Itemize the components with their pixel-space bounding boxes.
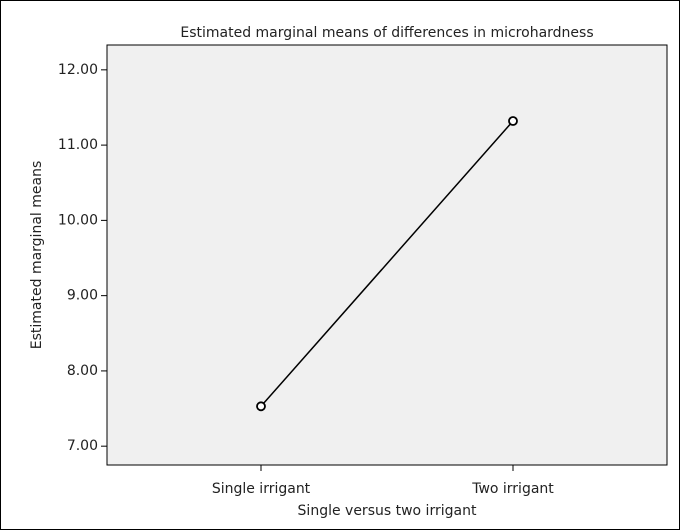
x-tick-label: Two irrigant <box>471 481 554 497</box>
x-axis-title: Single versus two irrigant <box>298 503 477 519</box>
y-tick-label: 11.00 <box>58 137 98 153</box>
y-tick-label: 8.00 <box>67 363 98 379</box>
line <box>260 120 514 407</box>
y-tick-label: 10.00 <box>58 212 98 228</box>
y-axis-title: Estimated marginal means <box>29 161 45 349</box>
y-tick-label: 9.00 <box>67 288 98 304</box>
y-tick-label: 7.00 <box>67 438 98 454</box>
point <box>256 401 266 412</box>
x-tick-label: Single irrigant <box>212 481 311 497</box>
point <box>508 116 518 126</box>
chart-title: Estimated marginal means of differences … <box>180 25 593 41</box>
y-tick-label: 12.00 <box>58 62 98 78</box>
plot-area <box>106 44 668 466</box>
